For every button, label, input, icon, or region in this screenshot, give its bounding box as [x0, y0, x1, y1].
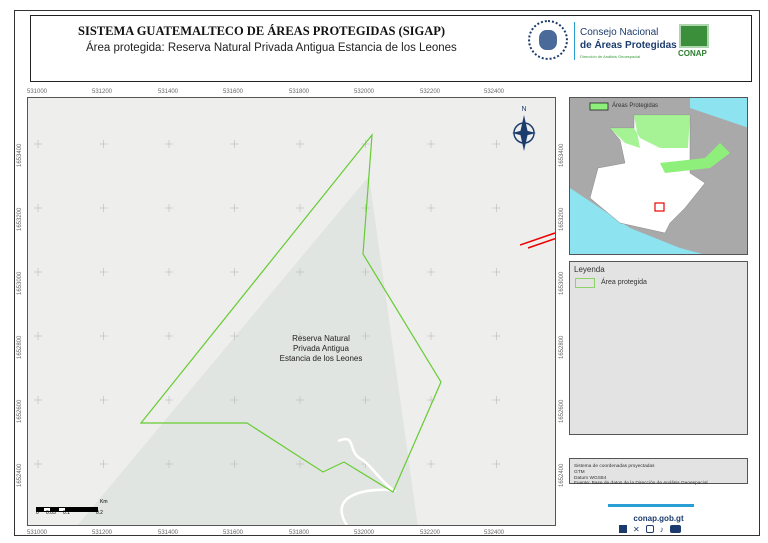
x-tick-label: 532200	[419, 89, 441, 95]
grid-crosses	[34, 140, 501, 468]
title-box	[30, 15, 752, 82]
org-name-line3: Dirección de Análisis Geoespacial	[580, 54, 641, 59]
y-tick-label: 1652600	[559, 399, 565, 423]
x-tick-label: 531800	[288, 530, 310, 536]
instagram-icon[interactable]	[645, 525, 654, 533]
y-tick-label: 1652600	[17, 399, 23, 423]
info-line: Fuente: Base de datos de la Dirección de…	[574, 481, 708, 487]
scale-bar-graphic	[36, 507, 98, 512]
north-arrow: N	[509, 106, 539, 156]
x-tick-label: 532400	[483, 530, 505, 536]
terrain-band	[77, 176, 418, 525]
y-tick-label: 1653400	[17, 143, 23, 167]
divider-bar	[608, 504, 694, 507]
x-tick-label: 531200	[91, 530, 113, 536]
info-box: Sistema de coordenadas proyectadas GTM D…	[569, 458, 748, 487]
y-tick-label: 1653000	[559, 271, 565, 295]
page-subtitle: Área protegida: Reserva Natural Privada …	[86, 42, 457, 54]
y-tick-label: 1653200	[559, 207, 565, 231]
org-name-line1: Consejo Nacional	[580, 27, 659, 38]
guatemala-seal	[528, 20, 568, 60]
info-line: Sistema de coordenadas proyectadas	[574, 464, 655, 469]
x-tick-label: 532200	[419, 530, 441, 536]
x-tick-label: 531800	[288, 89, 310, 95]
scale-label: 0.2	[96, 510, 103, 516]
conap-logo-text: CONAP	[678, 49, 707, 58]
page-border	[14, 10, 760, 536]
social-icons: ✕ ♪	[619, 525, 681, 534]
x-tick-label: 531600	[222, 89, 244, 95]
x-tick-label: 531600	[222, 530, 244, 536]
x-tick-label: 532000	[353, 89, 375, 95]
y-tick-label: 1652800	[559, 335, 565, 359]
guatemala-map	[570, 98, 747, 254]
y-tick-label: 1653200	[17, 207, 23, 231]
y-tick-label: 1652400	[559, 463, 565, 487]
locator-line	[520, 232, 556, 246]
x-tick-label: 532000	[353, 530, 375, 536]
inset-legend-label: Áreas Protegidas	[612, 103, 659, 109]
x-tick-label: 532400	[483, 89, 505, 95]
scale-label: 0	[36, 510, 39, 516]
x-tick-label: 531000	[26, 89, 48, 95]
locator-map: Áreas Protegidas	[569, 97, 748, 255]
info-line: Datum WGS84	[574, 475, 607, 481]
info-line: GTM	[574, 469, 585, 475]
scale-label: 0.05	[46, 510, 56, 516]
road-line	[337, 437, 397, 525]
x-tick-label: 531200	[91, 89, 113, 95]
compass-icon	[512, 115, 536, 151]
x-tick-label: 531000	[26, 530, 48, 536]
protected-area-boundary	[139, 133, 442, 493]
tiktok-icon[interactable]: ♪	[659, 525, 664, 534]
x-tick-label: 531400	[157, 89, 179, 95]
scale-unit: Km	[100, 499, 108, 505]
page-title: SISTEMA GUATEMALTECO DE ÁREAS PROTEGIDAS…	[78, 24, 446, 38]
main-map[interactable]: Reserva Natural Privada Antigua Estancia…	[27, 97, 556, 526]
scale-label: 0.1	[63, 510, 70, 516]
y-tick-label: 1652800	[17, 335, 23, 359]
legend-swatch	[575, 278, 595, 288]
area-label: Reserva Natural Privada Antigua Estancia…	[256, 334, 386, 364]
scale-bar: Km 0 0.05 0.1 0.2	[36, 499, 108, 518]
y-tick-label: 1653400	[559, 143, 565, 167]
legend-item-label: Área protegida	[601, 279, 647, 286]
x-tick-label: 531400	[157, 530, 179, 536]
facebook-icon[interactable]	[619, 525, 627, 533]
legend-title: Leyenda	[574, 265, 605, 274]
y-tick-label: 1653000	[17, 271, 23, 295]
legend-panel: Leyenda Área protegida	[569, 261, 748, 435]
org-name-line2: de Áreas Protegidas	[580, 40, 677, 51]
area-label-line: Privada Antigua	[292, 344, 350, 353]
x-icon[interactable]: ✕	[633, 525, 640, 534]
y-tick-label: 1652400	[17, 463, 23, 487]
youtube-icon[interactable]	[669, 525, 681, 533]
north-label: N	[521, 106, 527, 113]
map-canvas	[34, 133, 555, 525]
conap-logo	[679, 24, 709, 48]
area-label-line: Reserva Natural	[292, 334, 350, 343]
area-label-line: Estancia de los Leones	[279, 354, 363, 363]
website-link[interactable]: conap.gob.gt	[633, 514, 684, 523]
